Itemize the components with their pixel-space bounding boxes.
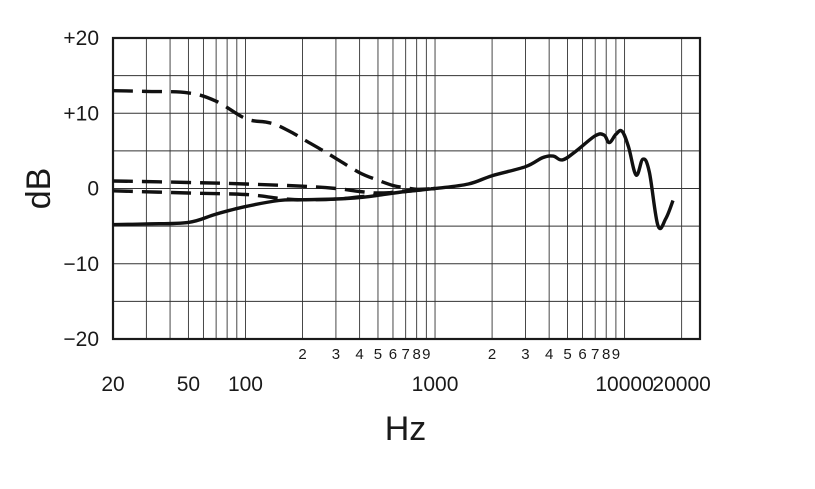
x-minor-tick-label: 2	[488, 346, 496, 363]
x-major-tick-label: 20	[101, 373, 124, 396]
x-axis-title: Hz	[385, 410, 427, 448]
response-curve-solid	[112, 128, 675, 231]
x-minor-tick-label: 3	[521, 346, 529, 363]
y-axis-title: dB	[20, 168, 58, 210]
y-axis-ticks: +20 +10 0 −10 −20	[63, 27, 99, 351]
response-curve-dashed-2	[112, 179, 436, 195]
plot-frame	[111, 36, 702, 341]
x-major-tick-label: 20000	[652, 373, 710, 396]
x-minor-tick-label: 7	[401, 346, 409, 363]
x-major-tick-label: 1000	[412, 373, 459, 396]
x-major-tick-label: 50	[177, 373, 200, 396]
response-curve-dashed-1	[112, 89, 436, 192]
x-major-tick-label: 100	[228, 373, 263, 396]
x-minor-tick-label: 6	[578, 346, 586, 363]
x-minor-tick-label: 8	[412, 346, 420, 363]
response-curve-dashed-3	[112, 186, 436, 202]
x-minor-tick-label: 5	[563, 346, 571, 363]
x-minor-tick-label: 4	[545, 346, 553, 363]
x-minor-tick-label: 3	[332, 346, 340, 363]
x-minor-tick-label: 5	[374, 346, 382, 363]
x-minor-tick-label: 8	[602, 346, 610, 363]
grid	[112, 37, 700, 340]
x-major-tick-label: 10000	[595, 373, 653, 396]
y-tick-label: +20	[63, 27, 99, 50]
y-tick-label: −10	[63, 253, 99, 276]
x-minor-tick-label: 9	[422, 346, 430, 363]
x-minor-tick-label: 9	[612, 346, 620, 363]
response-curves	[112, 89, 675, 231]
y-tick-label: +10	[63, 102, 99, 125]
y-tick-label: −20	[63, 328, 99, 351]
y-tick-label: 0	[87, 178, 99, 201]
x-minor-tick-label: 4	[355, 346, 363, 363]
x-minor-tick-label: 7	[591, 346, 599, 363]
x-minor-tick-label: 2	[298, 346, 306, 363]
x-minor-tick-label: 6	[389, 346, 397, 363]
